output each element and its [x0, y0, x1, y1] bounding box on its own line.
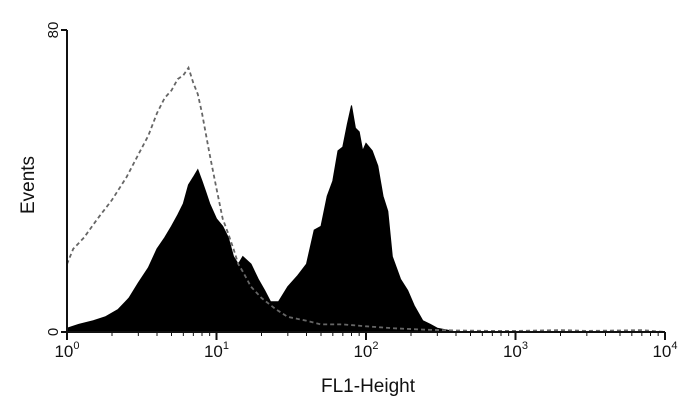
series-2-dashed-histogram: [66, 65, 666, 333]
x-tick-label: 100: [54, 340, 79, 361]
plot-axes: [61, 29, 666, 340]
y-tick-labels: 0 80: [45, 22, 62, 337]
x-axis-label: FL1-Height: [321, 376, 416, 397]
y-tick-label: 80: [45, 22, 62, 39]
x-tick-labels: 100 101 102 103 104: [54, 340, 677, 361]
x-tick-label: 102: [353, 340, 378, 361]
y-tick-label: 0: [45, 328, 62, 336]
y-axis-label: Events: [18, 156, 39, 214]
series-1-filled-histogram: [66, 105, 457, 333]
plot-series: [66, 65, 666, 333]
x-tick-label: 103: [503, 340, 528, 361]
x-tick-label: 101: [204, 340, 229, 361]
x-tick-label: 104: [652, 340, 677, 361]
